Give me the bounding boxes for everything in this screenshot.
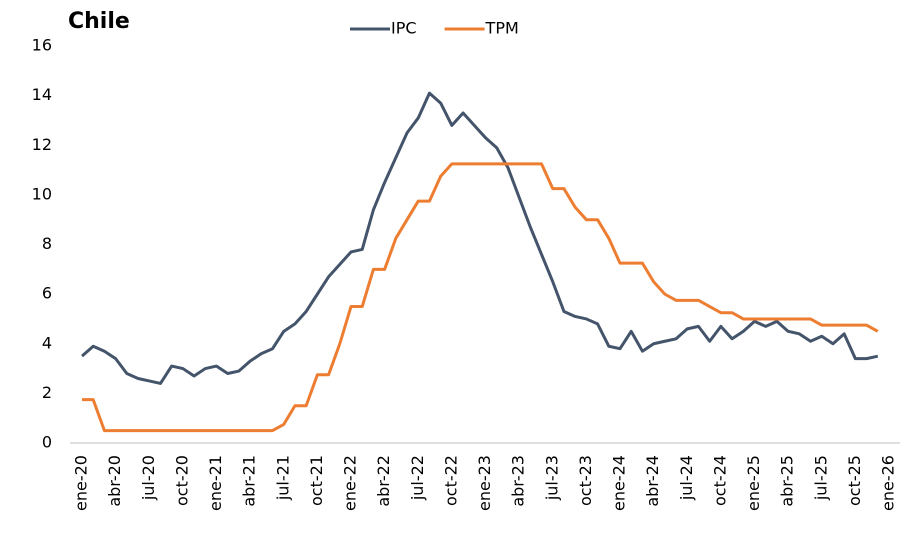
- line-series: [82, 162, 879, 433]
- x-tick-label: jul-25: [811, 455, 830, 501]
- y-tick-label: 4: [42, 333, 52, 352]
- x-tick-label: oct-24: [710, 455, 729, 506]
- y-tick-label: 6: [42, 284, 52, 303]
- y-tick-label: 2: [42, 383, 52, 402]
- x-tick-label: oct-21: [307, 455, 326, 506]
- x-tick-label: oct-20: [172, 455, 191, 506]
- legend-label: TPM: [485, 19, 519, 38]
- x-tick-label: abr-24: [643, 455, 662, 507]
- x-tick-label: oct-22: [441, 455, 460, 506]
- line-series: [81, 91, 879, 385]
- x-tick-label: abr-21: [240, 455, 259, 507]
- x-tick-label: jul-20: [139, 455, 158, 501]
- y-tick-label: 16: [32, 36, 52, 55]
- x-tick-label: jul-21: [273, 455, 292, 501]
- x-tick-label: ene-26: [879, 455, 898, 511]
- x-tick-label: ene-20: [72, 455, 91, 511]
- x-tick-label: abr-25: [778, 455, 797, 507]
- x-tick-label: ene-25: [744, 455, 763, 511]
- chart-title: Chile: [68, 9, 130, 34]
- legend-label: IPC: [391, 19, 417, 38]
- x-tick-label: oct-25: [845, 455, 864, 506]
- x-tick-label: abr-23: [509, 455, 528, 507]
- y-tick-label: 0: [42, 433, 52, 452]
- y-tick-label: 12: [32, 135, 52, 154]
- x-tick-label: ene-22: [341, 455, 360, 511]
- x-tick-label: jul-23: [542, 455, 561, 501]
- x-tick-label: oct-23: [576, 455, 595, 506]
- x-tick-label: ene-23: [475, 455, 494, 511]
- y-tick-label: 14: [32, 85, 52, 104]
- x-tick-label: jul-24: [677, 455, 696, 501]
- x-tick-label: abr-20: [105, 455, 124, 507]
- y-tick-label: 8: [42, 234, 52, 253]
- y-tick-label: 10: [32, 184, 52, 203]
- x-tick-label: abr-22: [374, 455, 393, 507]
- x-tick-label: jul-22: [408, 455, 427, 501]
- x-tick-label: ene-24: [610, 455, 629, 511]
- x-tick-label: ene-21: [206, 455, 225, 511]
